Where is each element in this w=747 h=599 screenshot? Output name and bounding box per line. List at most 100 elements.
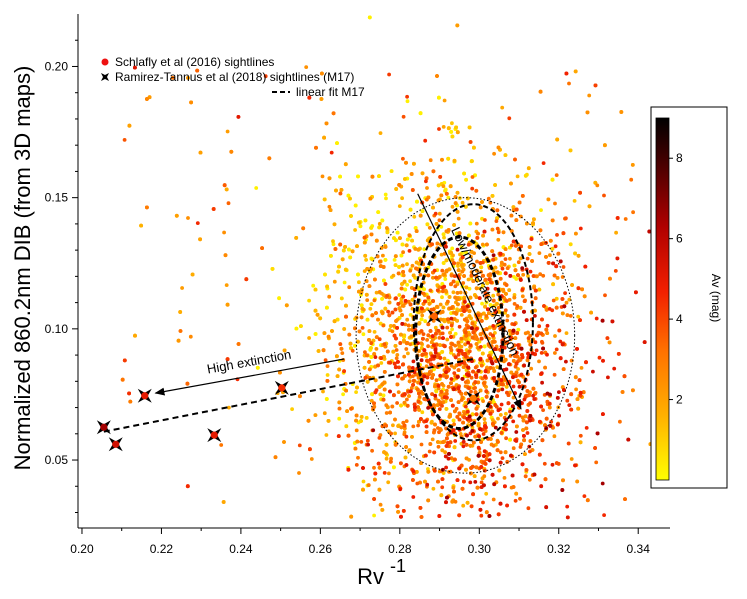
data-point — [383, 245, 388, 249]
data-point — [475, 485, 480, 490]
data-point — [450, 258, 455, 262]
data-point — [567, 81, 571, 86]
data-point — [503, 308, 508, 313]
data-point — [432, 268, 437, 273]
data-point — [442, 344, 447, 349]
data-point — [478, 205, 483, 210]
data-point — [442, 395, 447, 399]
data-point — [602, 513, 606, 517]
data-point — [428, 357, 433, 362]
data-point — [584, 360, 588, 365]
data-point — [464, 250, 468, 255]
data-point — [491, 257, 496, 262]
data-point — [367, 15, 372, 20]
data-point — [419, 358, 424, 363]
data-point — [367, 329, 372, 333]
data-point — [413, 405, 417, 410]
data-point — [544, 416, 549, 421]
data-point — [437, 336, 442, 340]
data-point — [568, 242, 573, 247]
data-point — [616, 352, 621, 356]
data-point — [405, 397, 409, 402]
data-point — [522, 363, 526, 368]
data-point — [505, 460, 510, 464]
data-point — [612, 366, 617, 371]
data-point — [185, 484, 190, 489]
data-point — [456, 400, 461, 404]
data-point — [378, 264, 383, 268]
data-point — [579, 366, 584, 370]
data-point — [618, 419, 622, 424]
data-point — [513, 498, 518, 503]
data-point — [499, 402, 504, 407]
data-point — [580, 287, 584, 292]
data-point — [582, 494, 587, 498]
data-point — [383, 306, 388, 311]
data-point — [376, 317, 380, 322]
data-point — [441, 336, 445, 340]
data-point — [475, 326, 479, 331]
data-point — [540, 438, 545, 443]
data-point — [463, 391, 468, 396]
data-point — [472, 251, 476, 256]
data-point — [468, 480, 473, 485]
data-point — [466, 340, 470, 345]
data-point — [361, 332, 366, 337]
data-point — [456, 216, 461, 221]
data-point — [455, 23, 460, 28]
data-point — [486, 196, 491, 201]
data-point — [337, 367, 342, 372]
data-point — [320, 71, 324, 76]
data-point — [515, 174, 520, 179]
data-point — [498, 460, 503, 465]
data-point — [465, 196, 470, 201]
data-point — [456, 268, 461, 272]
data-point — [441, 125, 446, 129]
data-point — [185, 381, 190, 386]
data-point — [550, 462, 555, 467]
data-point — [442, 284, 447, 289]
data-point — [413, 247, 418, 251]
data-point — [551, 298, 556, 303]
data-point — [504, 292, 508, 296]
data-point — [483, 291, 488, 295]
data-point — [573, 69, 578, 74]
data-point — [425, 375, 430, 380]
data-point — [353, 228, 357, 232]
data-point — [520, 462, 525, 467]
data-point — [390, 329, 395, 334]
data-point — [410, 435, 414, 439]
data-point — [610, 319, 615, 324]
data-point — [356, 339, 360, 344]
data-point — [532, 472, 537, 477]
data-point — [446, 384, 451, 389]
data-point — [388, 360, 392, 365]
data-point — [440, 382, 444, 386]
data-point — [496, 237, 501, 242]
data-point — [379, 361, 384, 365]
data-point — [481, 233, 485, 238]
data-point — [396, 271, 401, 276]
data-point — [564, 359, 568, 364]
data-point — [526, 506, 531, 511]
data-point — [576, 253, 581, 258]
data-point — [227, 405, 231, 410]
data-point — [565, 313, 570, 317]
data-point — [481, 500, 485, 505]
data-point — [459, 336, 464, 341]
data-point — [384, 456, 389, 461]
data-point — [394, 187, 399, 191]
data-point — [195, 68, 200, 73]
data-point — [576, 286, 581, 291]
data-point — [462, 309, 466, 313]
data-point — [403, 287, 408, 292]
data-point — [186, 216, 190, 220]
data-point — [410, 263, 415, 268]
data-point — [457, 513, 462, 518]
data-point — [540, 341, 545, 345]
data-point — [405, 237, 410, 242]
data-point — [469, 254, 473, 259]
data-point — [479, 319, 484, 323]
data-point — [219, 443, 224, 447]
data-point — [373, 364, 377, 369]
